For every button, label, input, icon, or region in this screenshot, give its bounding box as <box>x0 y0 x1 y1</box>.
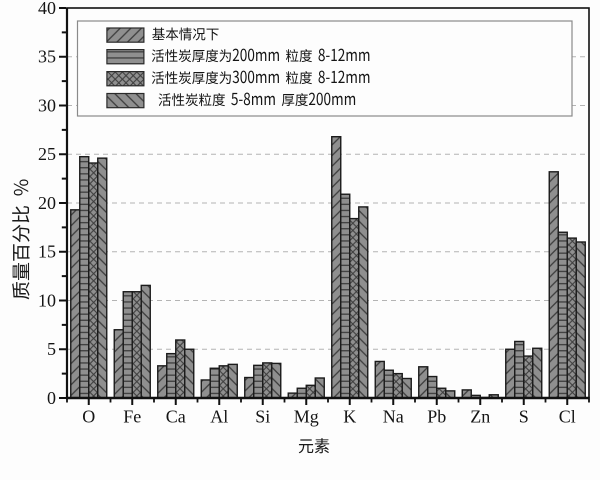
svg-text:Zn: Zn <box>470 407 490 427</box>
svg-text:Mg: Mg <box>294 407 319 427</box>
svg-text:35: 35 <box>38 47 56 67</box>
svg-text:Si: Si <box>255 407 270 427</box>
svg-text:Na: Na <box>383 407 404 427</box>
svg-text:Pb: Pb <box>427 407 446 427</box>
svg-text:Al: Al <box>210 407 228 427</box>
svg-text:0: 0 <box>47 388 56 408</box>
svg-text:Ca: Ca <box>166 407 186 427</box>
svg-text:10: 10 <box>38 290 56 310</box>
svg-text:Cl: Cl <box>559 407 576 427</box>
svg-text:Fe: Fe <box>123 407 141 427</box>
svg-text:20: 20 <box>38 193 56 213</box>
svg-text:K: K <box>343 407 356 427</box>
svg-text:25: 25 <box>38 144 56 164</box>
svg-text:15: 15 <box>38 242 56 262</box>
svg-text:S: S <box>519 407 529 427</box>
svg-text:5: 5 <box>47 339 56 359</box>
svg-text:30: 30 <box>38 95 56 115</box>
svg-text:40: 40 <box>38 0 56 18</box>
svg-text:O: O <box>82 407 95 427</box>
